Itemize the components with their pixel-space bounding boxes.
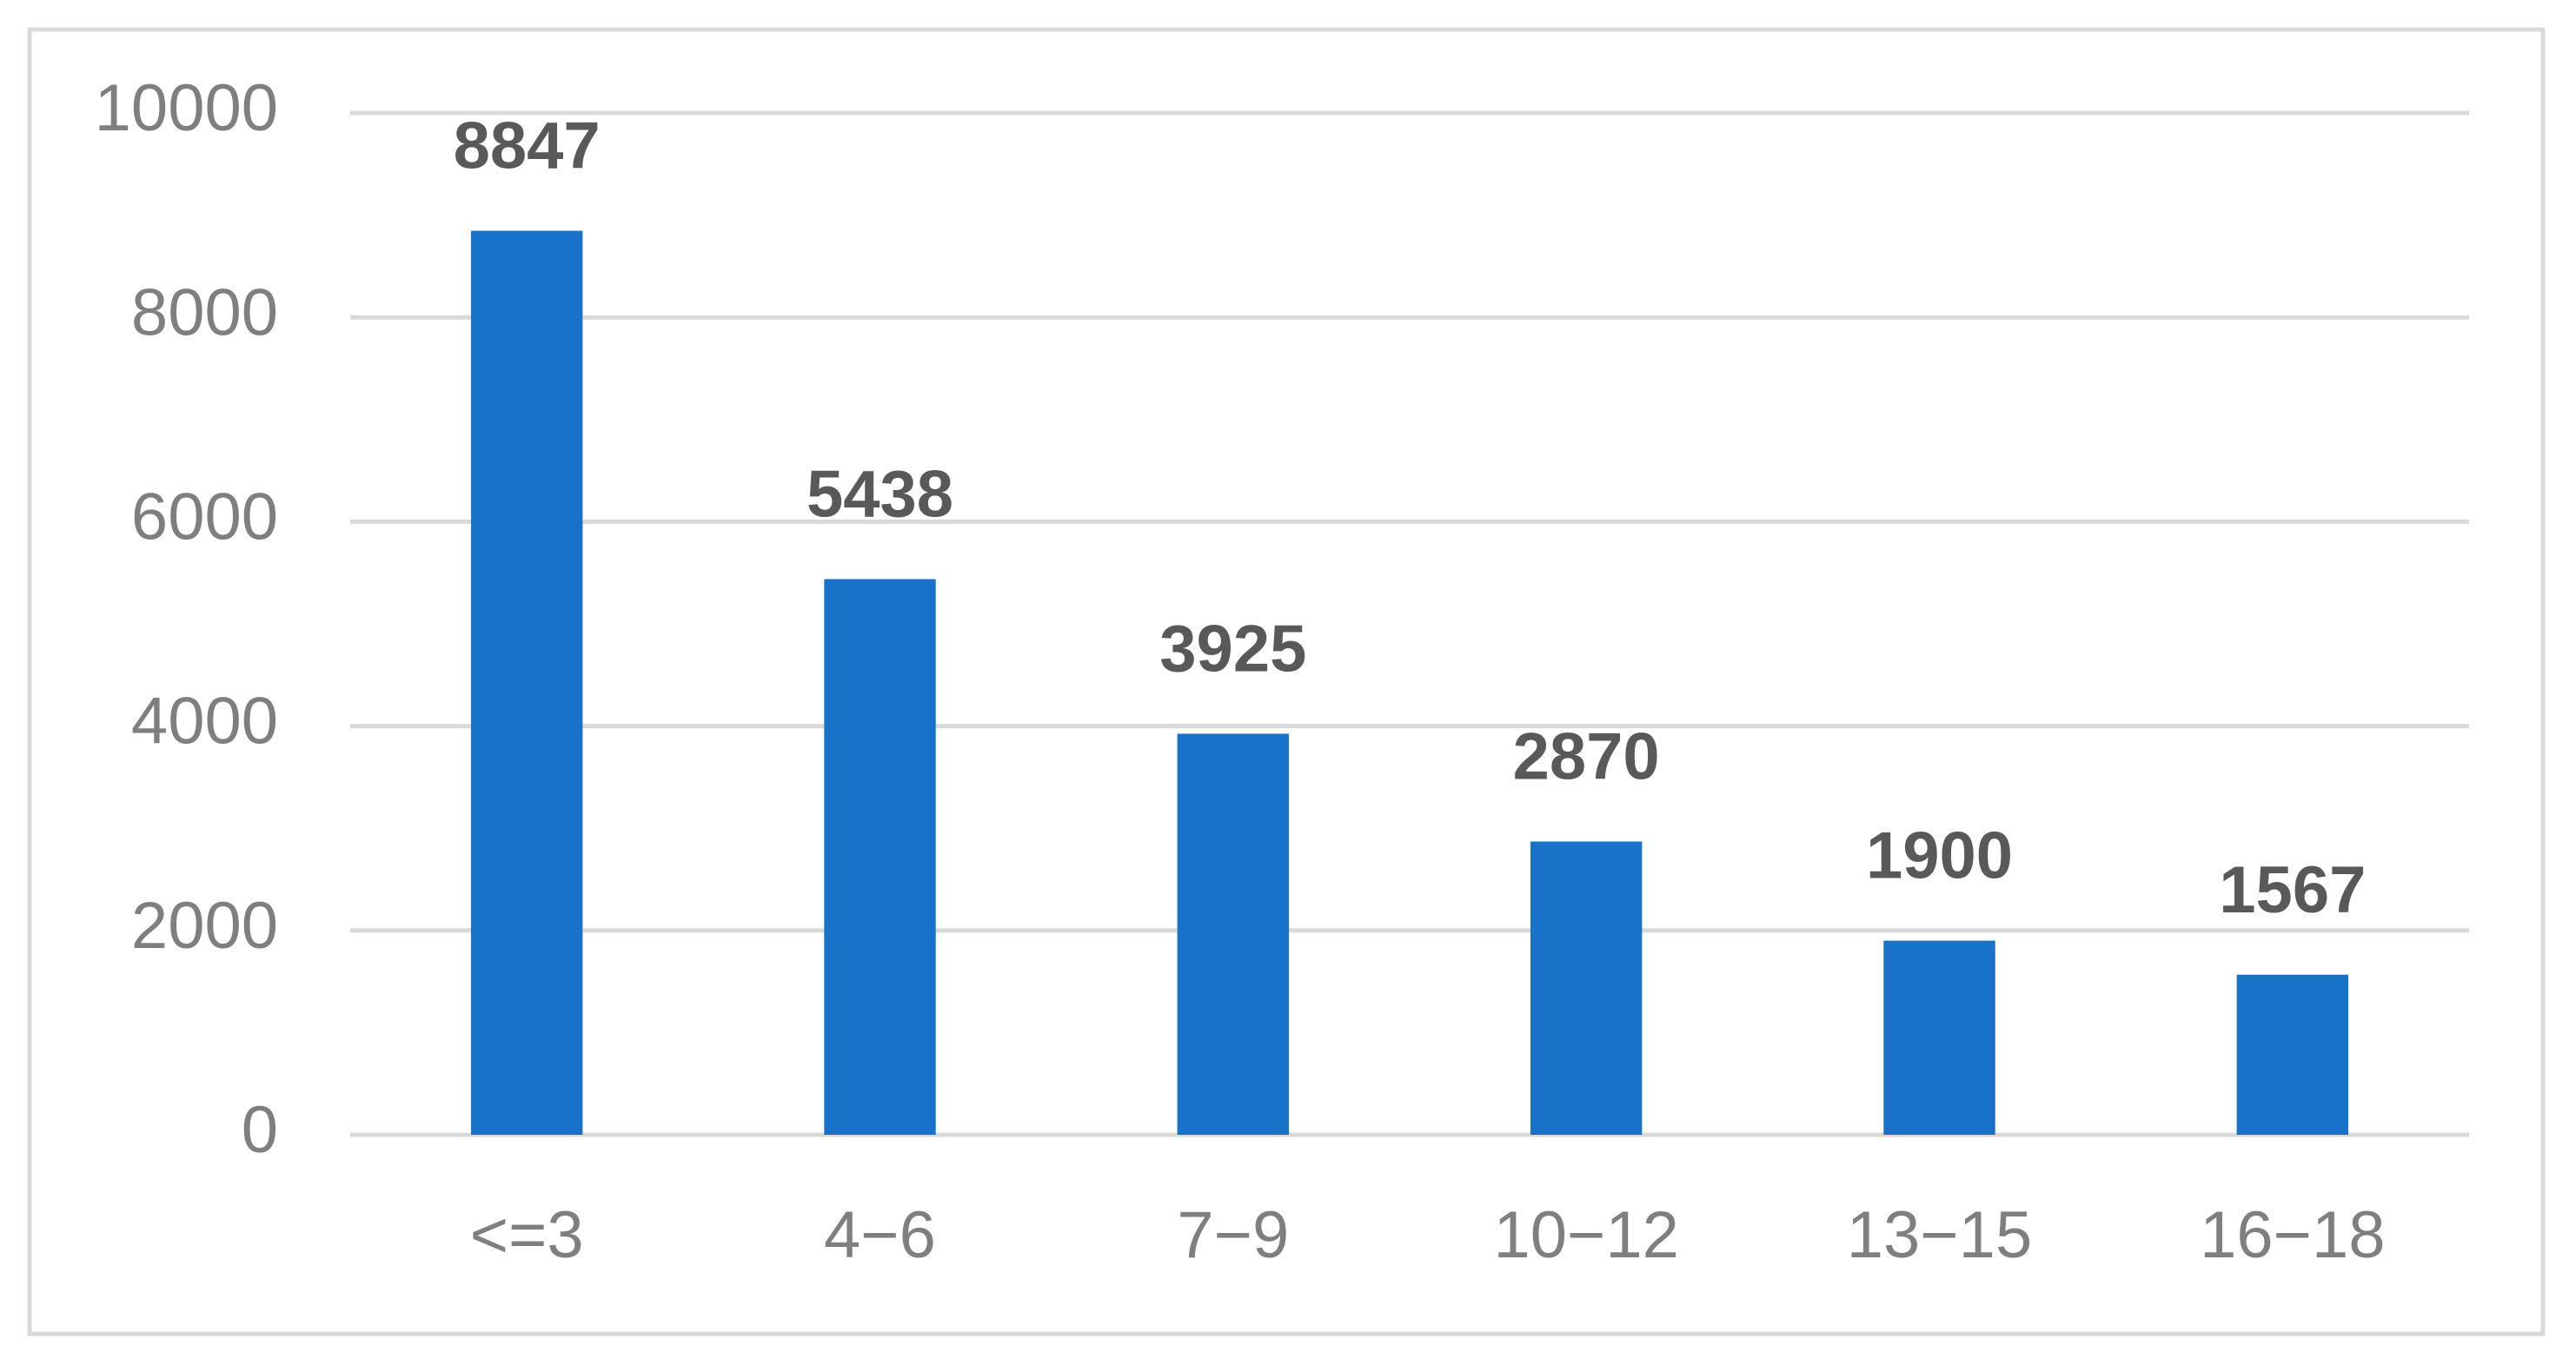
data-label: 2870 — [1513, 720, 1660, 794]
bar — [470, 230, 583, 1136]
x-tick-label: 13−15 — [1847, 1198, 2032, 1272]
data-label: 3925 — [1159, 612, 1306, 686]
x-tick-label: 16−18 — [2200, 1198, 2385, 1272]
data-label: 1567 — [2219, 853, 2366, 927]
y-tick-label: 8000 — [131, 275, 278, 349]
data-label: 1900 — [1866, 819, 2013, 893]
y-tick-label: 6000 — [131, 480, 278, 554]
bar — [1177, 733, 1290, 1135]
x-tick-label: 7−9 — [1177, 1198, 1289, 1272]
bar — [1883, 940, 1995, 1135]
data-label: 5438 — [807, 458, 953, 532]
data-label: 8847 — [454, 109, 601, 183]
x-tick-label: 10−12 — [1493, 1198, 1678, 1272]
y-tick-label: 0 — [242, 1093, 278, 1167]
x-tick-label: 4−6 — [824, 1198, 936, 1272]
x-tick-label: <=3 — [470, 1198, 584, 1272]
bar — [824, 579, 936, 1135]
y-tick-label: 4000 — [131, 685, 278, 759]
y-tick-label: 10000 — [95, 71, 278, 145]
y-tick-label: 2000 — [131, 889, 278, 963]
bar — [1530, 841, 1643, 1135]
bar — [2236, 974, 2349, 1135]
